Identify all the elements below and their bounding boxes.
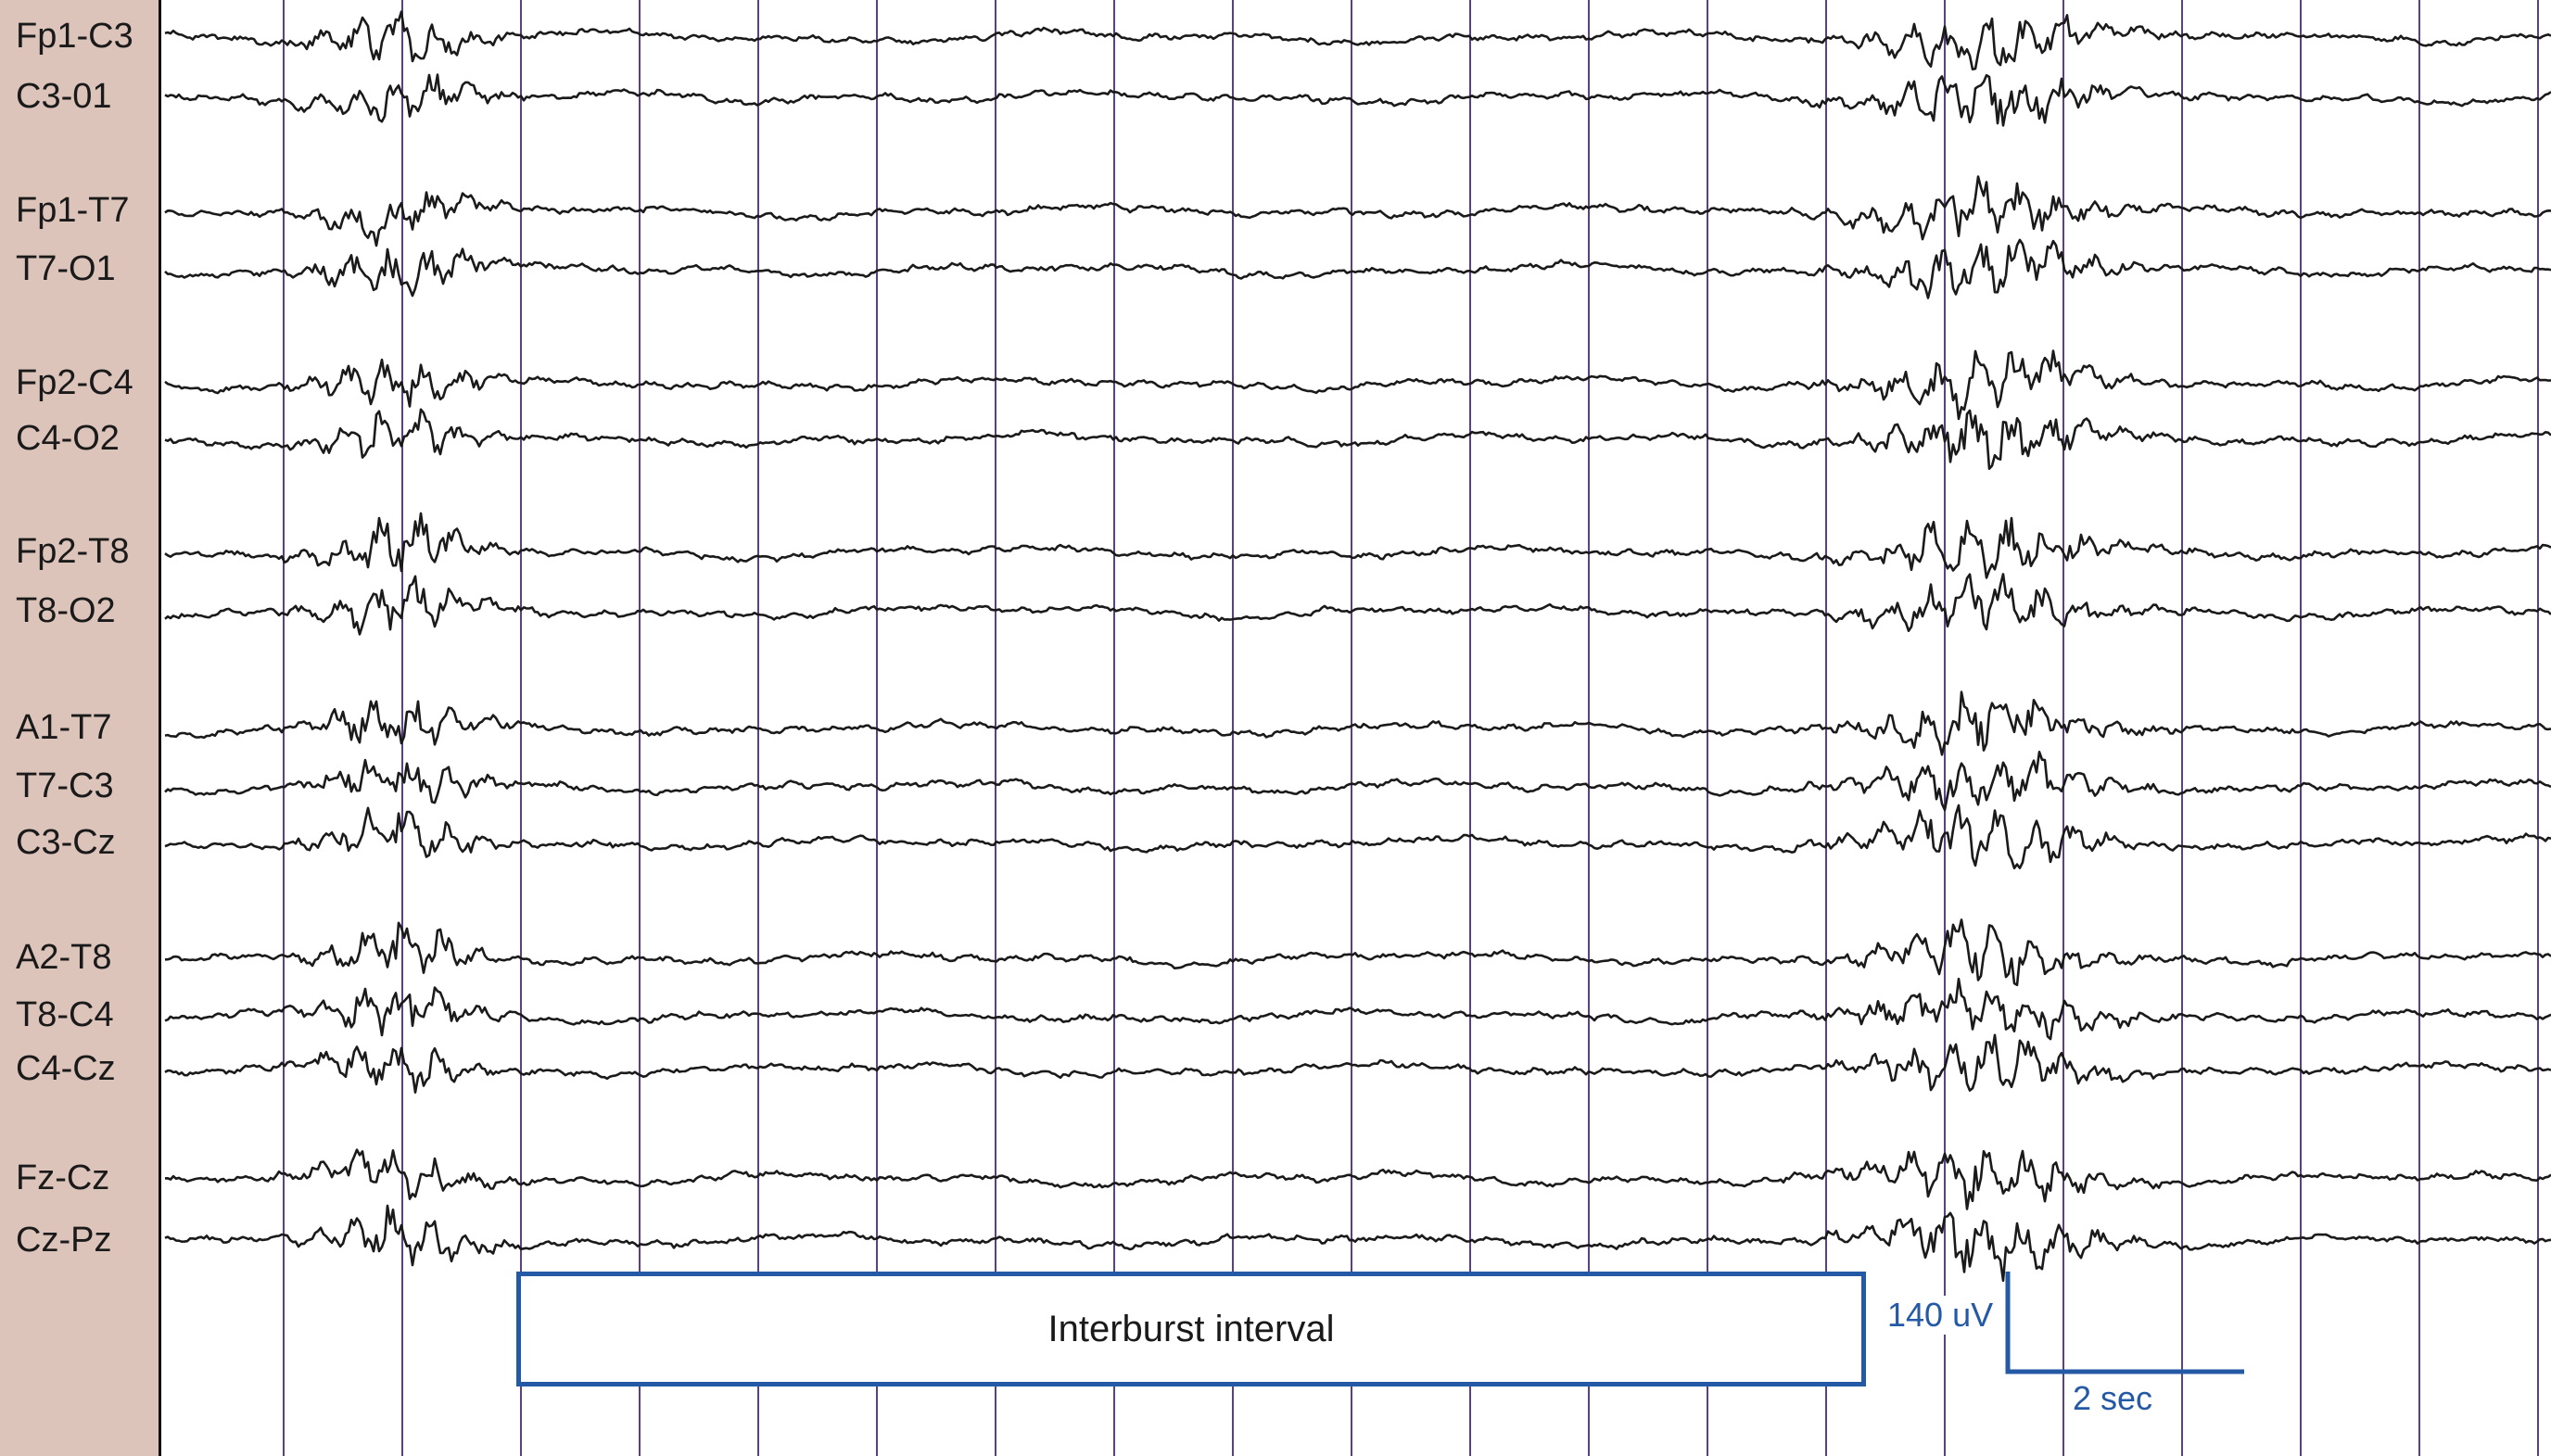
eeg-trace-fz-cz <box>164 1148 2551 1210</box>
time-scale-label: 2 sec <box>2073 1379 2153 1417</box>
eeg-trace-a2-t8 <box>164 918 2551 987</box>
channel-label-panel <box>0 0 161 1456</box>
eeg-trace-c4-o2 <box>164 408 2551 471</box>
eeg-trace-c3-01 <box>164 73 2551 127</box>
eeg-trace-cz-pz <box>164 1204 2551 1283</box>
channel-label-t8-c4: T8-C4 <box>16 995 114 1034</box>
eeg-trace-fp1-c3 <box>164 10 2551 70</box>
eeg-trace-a1-t7 <box>164 690 2551 756</box>
channel-label-fp1-t7: Fp1-T7 <box>16 191 130 230</box>
channel-label-cz-pz: Cz-Pz <box>16 1221 112 1260</box>
channel-label-fp2-t8: Fp2-T8 <box>16 532 130 571</box>
channel-label-t7-c3: T7-C3 <box>16 766 114 805</box>
channel-label-c3-01: C3-01 <box>16 77 112 116</box>
eeg-trace-t8-o2 <box>164 573 2551 636</box>
channel-label-c4-cz: C4-Cz <box>16 1049 116 1088</box>
eeg-trace-t8-c4 <box>164 977 2551 1041</box>
interburst-interval-label: Interburst interval <box>1047 1308 1335 1349</box>
channel-label-fz-cz: Fz-Cz <box>16 1158 110 1197</box>
channel-label-a1-t7: A1-T7 <box>16 708 112 747</box>
eeg-trace-t7-c3 <box>164 750 2551 812</box>
channel-label-a2-t8: A2-T8 <box>16 938 112 977</box>
channel-label-fp1-c3: Fp1-C3 <box>16 17 133 56</box>
eeg-trace-c3-cz <box>164 804 2551 870</box>
eeg-trace-fp2-t8 <box>164 512 2551 579</box>
amplitude-scale-label: 140 uV <box>1885 1296 1996 1335</box>
channel-label-fp2-c4: Fp2-C4 <box>16 363 133 402</box>
eeg-trace-fp1-t7 <box>164 175 2551 247</box>
channel-label-t8-o2: T8-O2 <box>16 591 116 630</box>
eeg-trace-t7-o1 <box>164 238 2551 299</box>
channel-label-c3-cz: C3-Cz <box>16 823 116 862</box>
eeg-trace-c4-cz <box>164 1033 2551 1094</box>
eeg-trace-fp2-c4 <box>164 349 2551 421</box>
channel-label-c4-o2: C4-O2 <box>16 419 120 458</box>
eeg-traces <box>164 10 2551 1283</box>
time-gridlines <box>283 0 2539 1456</box>
calibration-bar <box>2005 1272 2244 1374</box>
channel-label-t7-o1: T7-O1 <box>16 249 116 288</box>
interburst-interval-box: Interburst interval <box>516 1272 1866 1386</box>
calibration-bar-lines <box>2005 1272 2244 1374</box>
